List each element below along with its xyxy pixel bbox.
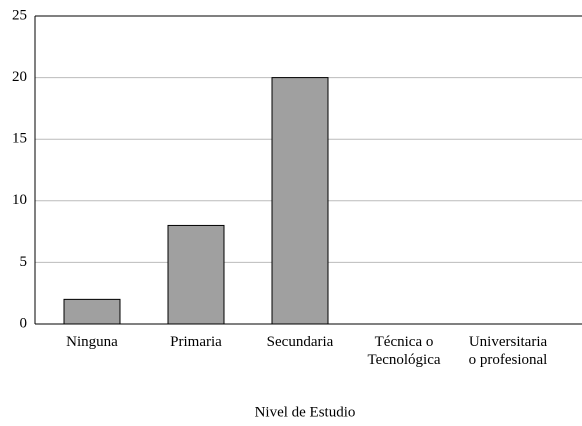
y-tick-label: 10 [12,192,27,208]
y-tick-label: 20 [12,69,27,85]
x-tick-label: Secundaria [266,334,334,350]
x-tick-label: Técnica o Tecnológica [367,334,441,368]
bar [167,224,225,325]
bar [63,298,121,325]
y-tick-label: 0 [20,315,28,331]
y-tick-label: 25 [12,7,27,23]
y-tick-label: 15 [12,131,27,147]
y-tick-label: 5 [20,254,28,270]
x-tick-label: Ninguna [66,334,118,350]
x-tick-label: Primaria [170,334,222,350]
x-tick-label: Universitaria o profesional [468,334,548,368]
bar [271,77,329,325]
x-axis-title: Nivel de Estudio [255,404,356,420]
